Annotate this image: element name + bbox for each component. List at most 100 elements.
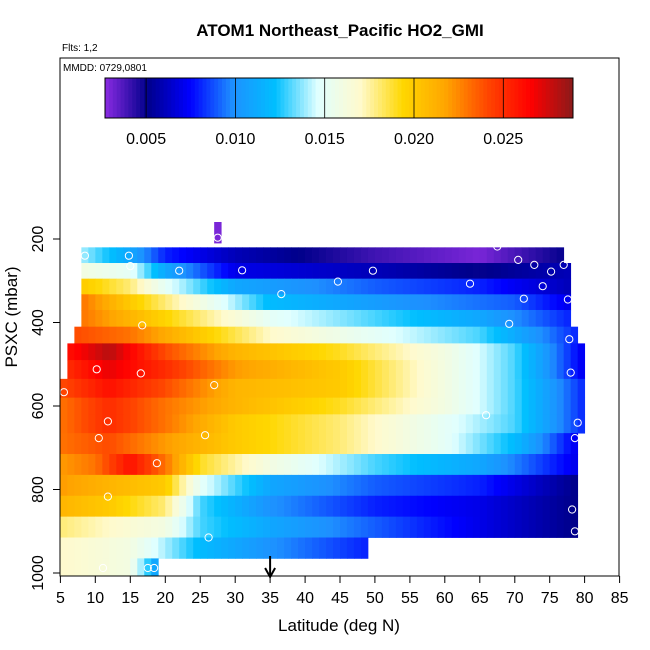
heatmap-cell: [430, 378, 439, 399]
heatmap-cell: [144, 414, 152, 434]
heatmap-cell: [486, 294, 495, 311]
data-point: [277, 290, 286, 299]
heatmap-cell: [416, 278, 425, 295]
heatmap-cell: [507, 294, 516, 311]
heatmap-cell: [137, 326, 145, 344]
heatmap-cell: [360, 263, 369, 280]
heatmap-cell: [514, 495, 523, 518]
heatmap-cell: [270, 516, 278, 538]
heatmap-cell: [228, 278, 236, 295]
heatmap-cell: [256, 433, 264, 455]
colorbar-swatch: [245, 78, 250, 118]
heatmap-cell: [249, 309, 257, 328]
heatmap-cell: [507, 278, 516, 295]
heatmap-cell: [298, 414, 306, 434]
heatmap-cell: [360, 397, 369, 415]
heatmap-cell: [291, 278, 299, 295]
heatmap-cell: [158, 414, 166, 434]
heatmap-cell: [353, 414, 362, 434]
heatmap-cell: [284, 397, 292, 415]
heatmap-cell: [249, 378, 257, 399]
heatmap-cell: [507, 397, 516, 415]
heatmap-cell: [242, 397, 250, 415]
heatmap-cell: [284, 378, 292, 399]
heatmap-cell: [340, 495, 348, 518]
heatmap-cell: [326, 294, 334, 311]
heatmap-cell: [200, 263, 208, 280]
heatmap-cell: [172, 516, 180, 538]
heatmap-cell: [277, 343, 285, 361]
colorbar-swatch: [194, 78, 200, 118]
data-point: [103, 417, 113, 426]
heatmap-cell: [479, 454, 488, 476]
colorbar-swatch: [124, 78, 129, 118]
heatmap-cell: [360, 433, 369, 455]
heatmap-cell: [542, 343, 551, 361]
heatmap-cell: [158, 495, 166, 518]
heatmap-cell: [242, 294, 250, 311]
colorbar-swatch: [241, 78, 246, 118]
heatmap-cell: [270, 378, 278, 399]
heatmap-cell: [319, 294, 327, 311]
heatmap-cell: [430, 495, 439, 518]
heatmap-cell: [144, 247, 152, 264]
heatmap-cell: [353, 263, 362, 280]
heatmap-cell: [116, 474, 124, 497]
colorbar-swatch: [413, 78, 418, 118]
heatmap-cell: [444, 343, 453, 361]
heatmap-cell: [137, 474, 145, 497]
heatmap-cell: [367, 454, 376, 476]
heatmap-cell: [549, 278, 558, 295]
data-point: [465, 279, 475, 288]
heatmap-cell: [305, 414, 313, 434]
heatmap-cell: [409, 397, 418, 415]
heatmap-cell: [367, 247, 376, 264]
heatmap-cell: [207, 414, 215, 434]
data-point: [559, 260, 568, 269]
heatmap-cell: [500, 414, 509, 434]
heatmap-cell: [270, 397, 278, 415]
heatmap-cell: [451, 433, 460, 455]
heatmap-cell: [67, 397, 75, 415]
heatmap-cell: [388, 516, 397, 538]
heatmap-cell: [200, 454, 208, 476]
heatmap-cell: [116, 454, 124, 476]
heatmap-cell: [479, 326, 488, 344]
heatmap-cell: [346, 495, 355, 518]
heatmap-cell: [60, 558, 68, 577]
heatmap-cell: [95, 495, 103, 518]
heatmap-cell: [346, 537, 355, 559]
data-point: [175, 266, 184, 275]
heatmap-cell: [312, 495, 320, 518]
heatmap-cell: [472, 263, 481, 280]
heatmap-cell: [214, 326, 222, 344]
data-point: [238, 266, 247, 275]
heatmap-cell: [437, 397, 446, 415]
x-tick-label: 20: [156, 590, 174, 607]
heatmap-cell: [165, 294, 173, 311]
heatmap-cell: [221, 263, 229, 280]
heatmap-cell: [395, 414, 404, 434]
heatmap-cell: [535, 474, 544, 497]
heatmap-cell: [193, 537, 201, 559]
heatmap-cell: [284, 343, 292, 361]
heatmap-cell: [556, 343, 565, 361]
heatmap-cell: [360, 247, 369, 264]
heatmap-cell: [312, 360, 320, 380]
heatmap-cell: [123, 360, 131, 380]
heatmap-cell: [493, 378, 502, 399]
heatmap-cell: [549, 474, 558, 497]
heatmap-cell: [423, 294, 432, 311]
heatmap-cell: [123, 247, 131, 264]
colorbar-swatch: [491, 78, 496, 118]
heatmap-cell: [514, 309, 523, 328]
heatmap-cell: [193, 294, 201, 311]
heatmap-cell: [528, 309, 537, 328]
heatmap-cell: [123, 294, 131, 311]
heatmap-cell: [353, 378, 362, 399]
data-point: [547, 267, 556, 276]
heatmap-cell: [353, 516, 362, 538]
heatmap-cell: [423, 433, 432, 455]
heatmap-cell: [367, 474, 376, 497]
